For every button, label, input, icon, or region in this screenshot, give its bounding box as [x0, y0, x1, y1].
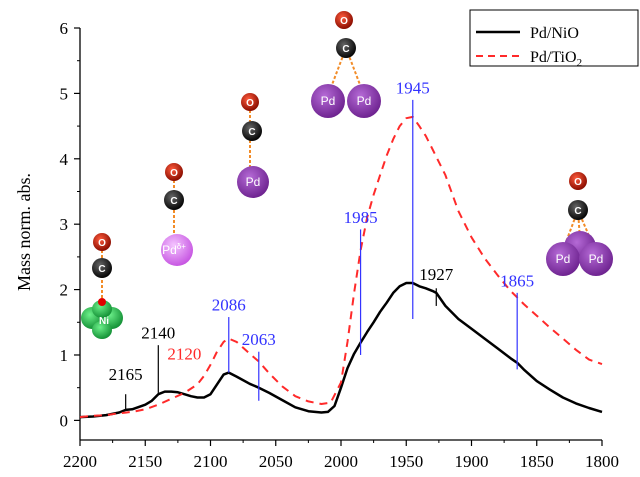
palladium-label: Pd — [357, 94, 372, 108]
molecule-co-on-pd-ion: O C Pdδ+ — [161, 163, 193, 266]
palladium-label: Pd — [246, 175, 261, 189]
legend-box — [469, 9, 639, 67]
peak-label: 1985 — [344, 208, 378, 227]
y-tick-label: 0 — [60, 411, 69, 430]
oxygen-atom-icon — [335, 11, 353, 29]
carbon-label: C — [342, 44, 349, 55]
peak-label: 1945 — [396, 78, 430, 97]
legend-label-pd-tio2: Pd/TiO2 — [530, 49, 582, 69]
palladium-ion-label: Pdδ+ — [162, 242, 186, 257]
y-tick-label: 2 — [60, 281, 69, 300]
y-tick-label: 3 — [60, 215, 69, 234]
carbon-label: C — [248, 127, 255, 138]
peak-label: 2063 — [242, 330, 276, 349]
series-line-pd-tio2 — [79, 115, 603, 419]
peak-label: 1865 — [500, 271, 534, 290]
carbon-atom-icon — [568, 200, 588, 220]
carbon-atom-icon — [336, 38, 356, 58]
oxygen-atom-icon — [241, 93, 259, 111]
legend-label-pd-nio: Pd/NiO — [530, 25, 579, 42]
carbon-label: C — [98, 264, 105, 275]
y-axis-title: Mass norm. abs. — [14, 173, 34, 291]
x-tick-label: 2100 — [194, 452, 228, 471]
oxygen-label: O — [574, 177, 582, 188]
palladium-atom-icon — [347, 84, 381, 118]
palladium-ion-charge: δ+ — [177, 242, 186, 251]
oxygen-label: O — [246, 98, 254, 109]
peak-label: 2140 — [141, 324, 175, 343]
x-tick-label: 1800 — [585, 452, 619, 471]
oxygen-label: O — [98, 238, 106, 249]
x-tick-label: 2050 — [259, 452, 293, 471]
legend: Pd/NiO Pd/TiO2 — [469, 9, 639, 69]
oxygen-label: O — [170, 168, 178, 179]
palladium-ion-label-main: Pd — [162, 243, 177, 257]
peak-label: 2086 — [212, 296, 246, 315]
molecule-co-on-pd-bridged: O C Pd Pd — [311, 11, 381, 118]
axes: 0 1 2 3 4 5 6 2200 2150 2100 2050 2000 1950 1900 1850 1… — [60, 19, 620, 471]
peak-label: 2165 — [109, 365, 143, 384]
oxygen-atom-icon — [569, 172, 587, 190]
y-tick-label: 5 — [60, 84, 69, 103]
palladium-label: Pd — [321, 94, 336, 108]
oxygen-atom-icon — [165, 163, 183, 181]
nickel-atom-icon — [92, 321, 112, 339]
palladium-atom-icon — [237, 166, 269, 198]
x-tick-label: 1950 — [389, 452, 423, 471]
peak-label: 2120 — [167, 345, 201, 364]
oxygen-vacancy-icon — [98, 298, 106, 306]
palladium-atom-icon — [579, 242, 613, 276]
legend-label-pd-tio2-main: Pd/TiO — [530, 49, 577, 66]
nickel-atom-icon — [92, 300, 112, 318]
palladium-label: Pd — [556, 252, 571, 266]
oxygen-label: O — [340, 16, 348, 27]
molecule-co-on-pd-linear: O C Pd — [237, 93, 269, 198]
x-tick-label: 2150 — [128, 452, 162, 471]
annotation-layer: 2165 2140 2120 2086 2063 1985 1945 1927 1865 — [109, 78, 534, 410]
y-tick-label: 4 — [60, 150, 69, 169]
x-tick-label: 2200 — [63, 452, 97, 471]
y-tick-label: 1 — [60, 346, 69, 365]
legend-label-pd-tio2-sub: 2 — [577, 57, 583, 69]
series-layer — [79, 115, 603, 419]
palladium-label: Pd — [589, 252, 604, 266]
carbon-label: C — [170, 196, 177, 207]
x-tick-label: 1850 — [520, 452, 554, 471]
molecule-co-on-pd-hollow: O C Pd Pd — [546, 172, 613, 276]
carbon-atom-icon — [164, 190, 184, 210]
y-tick-label: 6 — [60, 19, 69, 38]
oxygen-atom-icon — [93, 233, 111, 251]
x-tick-label: 2000 — [324, 452, 358, 471]
series-line-pd-nio — [79, 281, 603, 419]
carbon-atom-icon — [242, 121, 262, 141]
carbon-atom-icon — [92, 258, 112, 278]
nickel-label: Ni — [99, 316, 109, 327]
peak-label: 1927 — [419, 265, 454, 284]
x-tick-label: 1900 — [455, 452, 489, 471]
molecule-co-on-ni: O C Ni — [81, 233, 123, 339]
palladium-ion-atom-icon — [161, 234, 193, 266]
palladium-atom-icon — [311, 84, 345, 118]
palladium-atom-icon — [546, 242, 580, 276]
carbon-label: C — [574, 206, 581, 217]
